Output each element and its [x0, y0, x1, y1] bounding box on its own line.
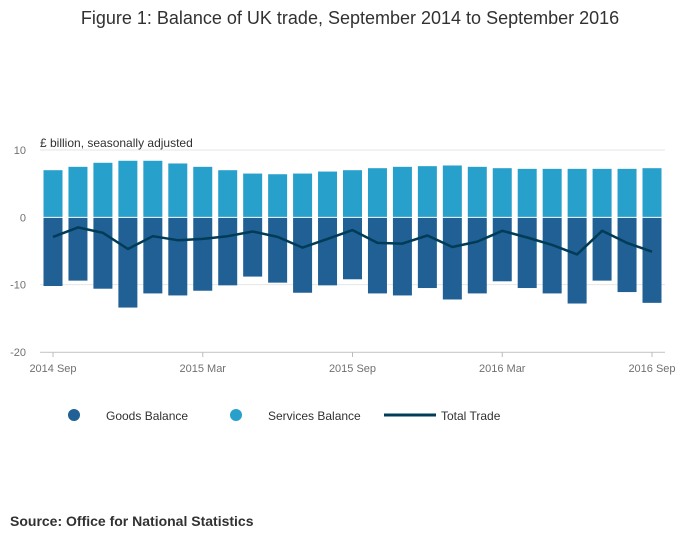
goods-bar: [492, 217, 512, 282]
x-axis: 2014 Sep 2015 Mar 2015 Sep 2016 Mar 2016 Sep: [29, 352, 676, 375]
goods-bar: [243, 217, 263, 277]
legend-services-swatch: [230, 409, 242, 421]
services-bar: [517, 168, 537, 218]
services-bar: [467, 166, 487, 218]
goods-bar: [268, 217, 288, 283]
goods-bar: [517, 217, 537, 289]
services-bar: [442, 165, 462, 218]
goods-bar: [617, 217, 637, 293]
x-tick-label: 2015 Mar: [180, 363, 227, 375]
services-bar: [318, 171, 338, 218]
y-tick-label: -20: [10, 347, 26, 359]
goods-bar: [542, 217, 562, 294]
goods-bar: [343, 217, 362, 280]
goods-bar: [68, 217, 88, 281]
y-tick-label: 10: [14, 145, 26, 157]
goods-bar: [642, 217, 662, 303]
x-tick-label: 2014 Sep: [29, 363, 76, 375]
services-bar: [93, 162, 113, 218]
goods-bar: [218, 217, 238, 286]
services-bar: [118, 160, 138, 218]
services-bar: [43, 170, 63, 218]
x-tick-label: 2015 Sep: [329, 363, 376, 375]
services-bar: [193, 166, 213, 218]
goods-bar: [442, 217, 462, 300]
services-bar: [417, 166, 437, 218]
y-axis-unit-label: £ billion, seasonally adjusted: [40, 136, 193, 150]
services-bar: [567, 168, 587, 218]
goods-bar: [592, 217, 612, 281]
services-bar: [367, 168, 387, 218]
y-tick-label: -10: [10, 280, 26, 292]
goods-bar: [293, 217, 313, 293]
goods-bar: [318, 217, 338, 286]
goods-bar: [367, 217, 387, 294]
services-bar: [243, 173, 263, 218]
services-bar: [592, 168, 612, 218]
goods-bar: [168, 217, 188, 296]
y-axis: 10 0 -10 -20: [10, 145, 26, 359]
legend-goods-label: Goods Balance: [106, 409, 188, 423]
x-tick-label: 2016 Sep: [628, 363, 675, 375]
goods-bar: [118, 217, 138, 308]
goods-bar: [467, 217, 487, 294]
services-bar: [343, 170, 362, 218]
services-bar: [642, 168, 662, 218]
services-bar: [218, 170, 238, 218]
total-trade-line: [52, 226, 653, 256]
legend-total-label: Total Trade: [441, 409, 501, 423]
services-bar: [168, 163, 188, 218]
services-bar: [293, 173, 313, 218]
goods-bar: [43, 217, 63, 287]
legend-goods-swatch: [68, 409, 80, 421]
services-bar: [143, 160, 163, 218]
goods-bar: [193, 217, 213, 291]
legend: Goods Balance Services Balance Total Tra…: [68, 409, 501, 423]
x-tick-label: 2016 Mar: [479, 363, 526, 375]
goods-bar: [143, 217, 163, 294]
goods-bar: [417, 217, 437, 289]
legend-services-label: Services Balance: [268, 409, 361, 423]
services-bar: [617, 168, 637, 218]
bars: [43, 160, 662, 308]
services-bar: [492, 168, 512, 218]
services-bar: [542, 168, 562, 218]
services-bar: [392, 166, 412, 218]
goods-bar: [392, 217, 412, 296]
source-note: Source: Office for National Statistics: [10, 513, 254, 529]
y-tick-label: 0: [20, 212, 26, 224]
goods-bar: [93, 217, 113, 289]
chart-title: Figure 1: Balance of UK trade, September…: [81, 8, 619, 28]
services-bar: [268, 174, 288, 218]
services-bar: [68, 166, 88, 218]
goods-bar: [567, 217, 587, 304]
